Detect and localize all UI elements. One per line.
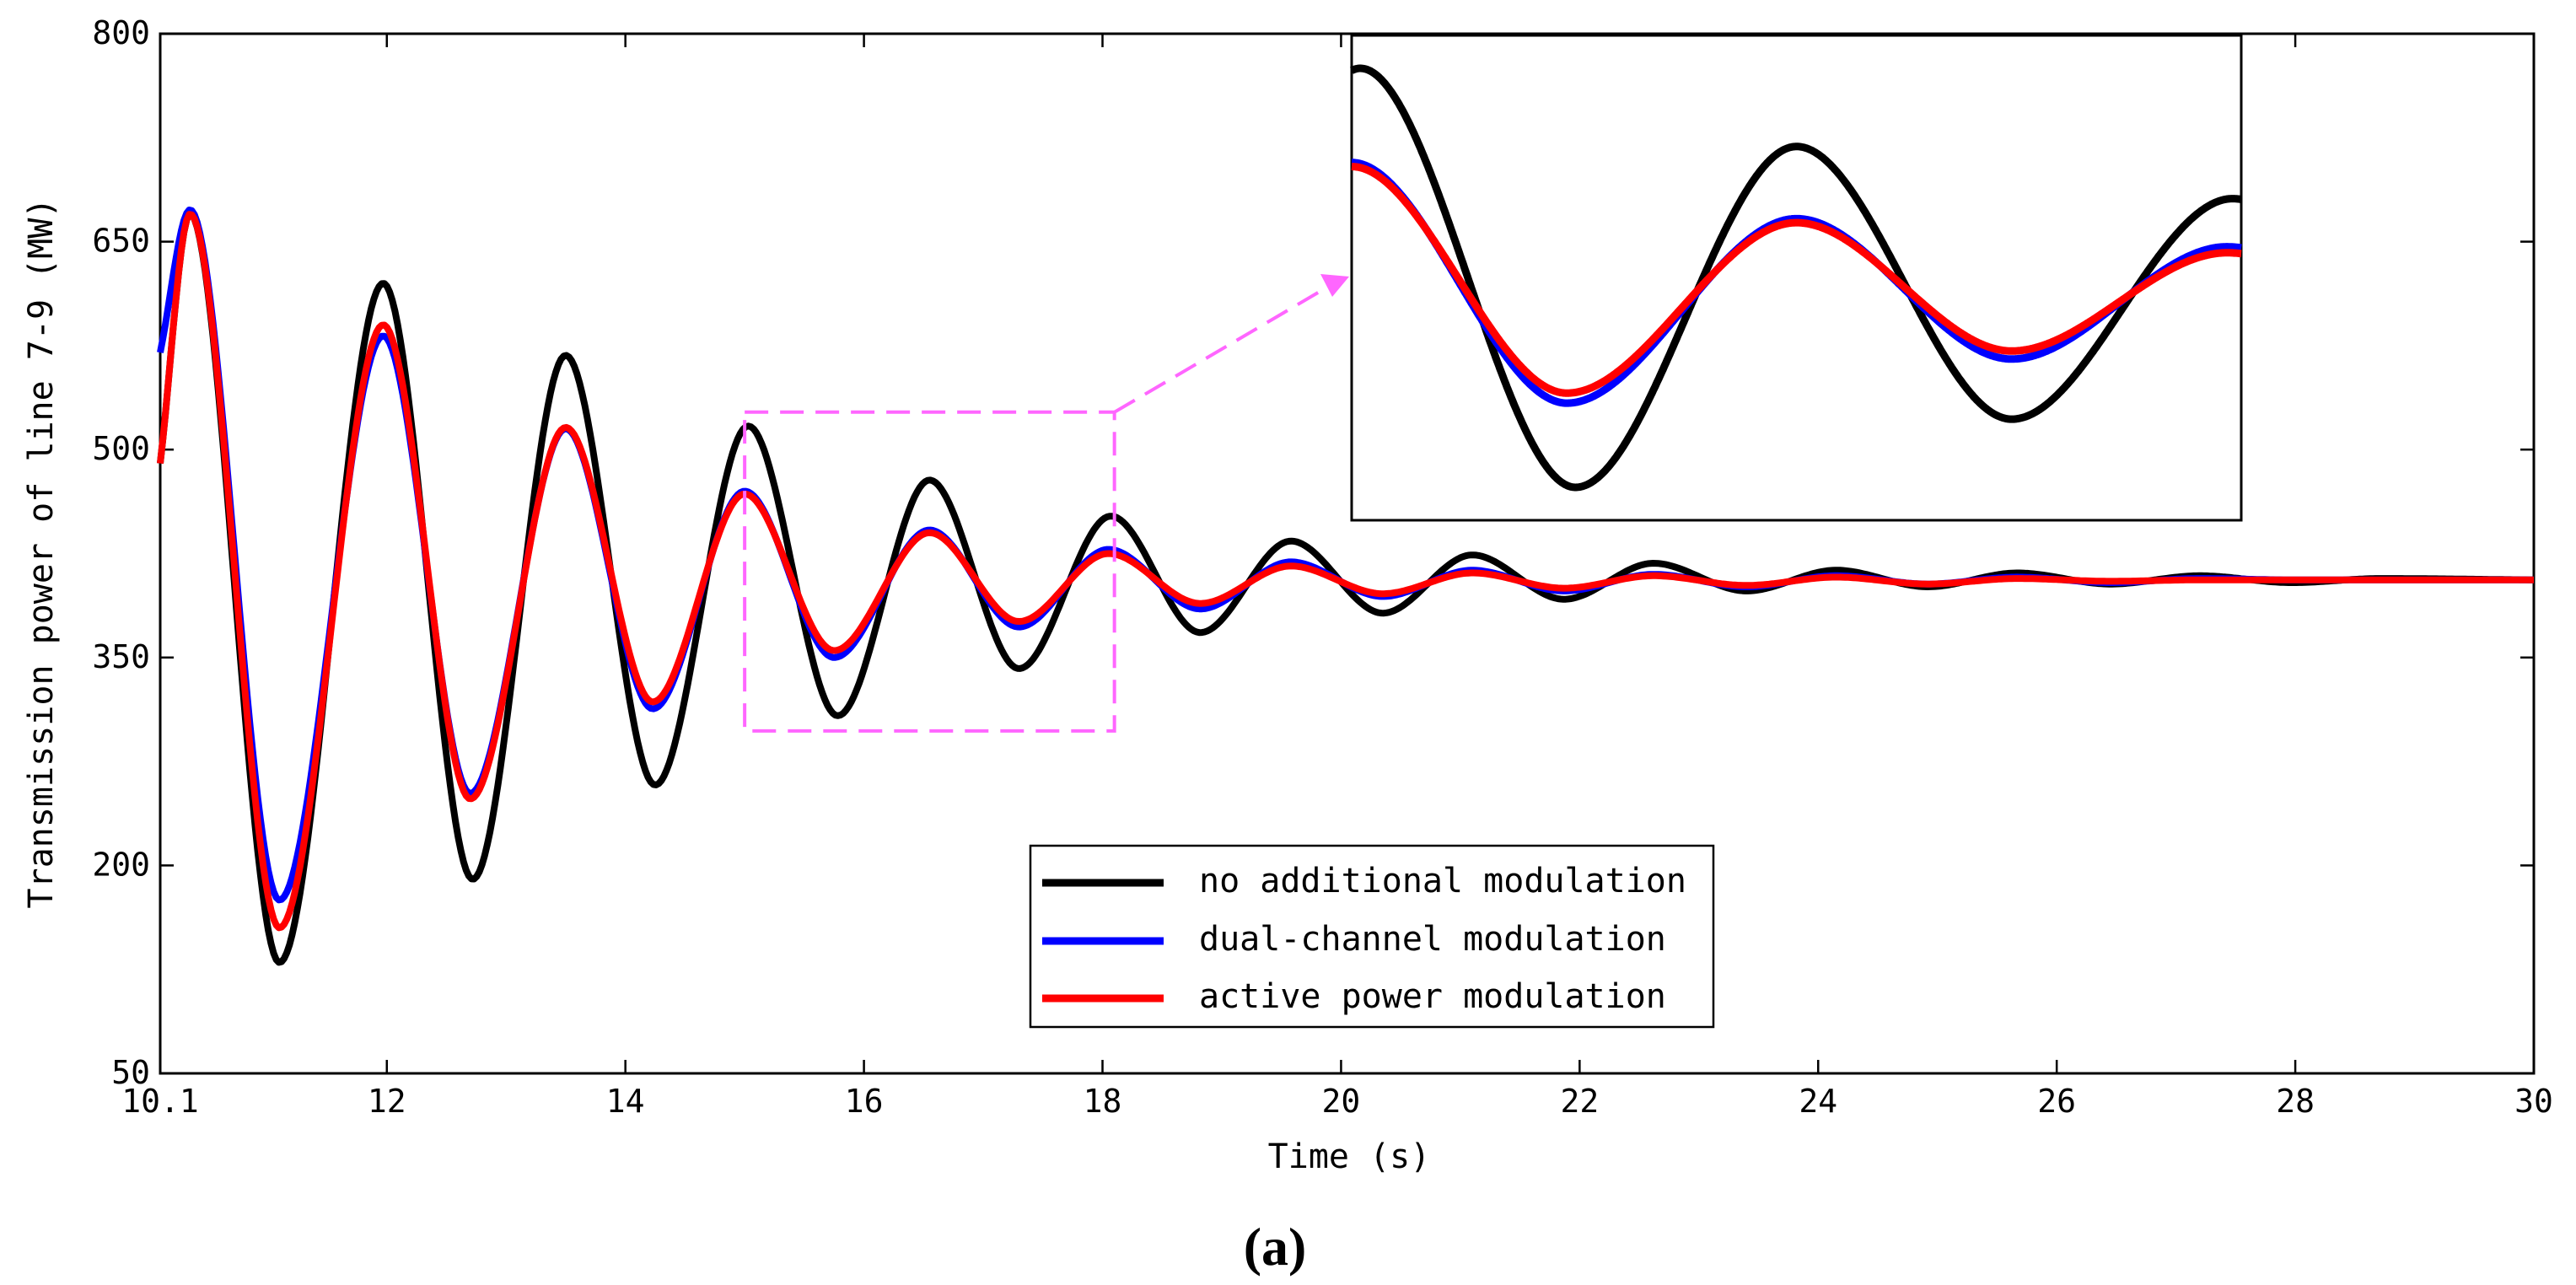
zoom-region-box (743, 410, 1116, 733)
legend: no additional modulation dual-channel mo… (1029, 844, 1715, 1029)
zoom-region-marker (743, 274, 1349, 733)
x-tick-label: 14 (606, 1083, 645, 1120)
plot-area-frame (159, 32, 2536, 1075)
series-line-active-power-modulation (157, 211, 2535, 932)
y-tick-label: 350 (92, 638, 150, 675)
legend-label-active-power-modulation: active power modulation (1199, 977, 1666, 1016)
x-axis-tick-labels: 10.1 12 14 16 18 20 22 24 26 28 30 (121, 1083, 2553, 1120)
inset-frame (1350, 34, 2243, 522)
x-tick-label: 28 (2276, 1083, 2315, 1120)
x-tick-label: 10.1 (121, 1083, 199, 1120)
y-tick-label: 500 (92, 430, 150, 467)
figure-caption: (a) (1244, 1217, 1307, 1277)
inset-zoom-plot (1348, 34, 2245, 522)
legend-label-no-additional-modulation: no additional modulation (1199, 862, 1686, 901)
x-tick-label: 18 (1084, 1083, 1122, 1120)
x-tick-label: 20 (1322, 1083, 1361, 1120)
x-tick-label: 24 (1799, 1083, 1837, 1120)
x-tick-label: 16 (845, 1083, 884, 1120)
y-tick-label: 650 (92, 223, 150, 260)
series-lines (157, 207, 2535, 966)
legend-label-dual-channel-modulation: dual-channel modulation (1199, 920, 1666, 959)
x-axis-title: Time (s) (1268, 1137, 1431, 1176)
inset-line-no-additional-modulation (1348, 64, 2245, 492)
zoom-callout-arrowhead (1320, 274, 1349, 297)
x-tick-label: 12 (368, 1083, 406, 1120)
zoom-callout-line (1113, 285, 1330, 414)
y-tick-label: 200 (92, 846, 150, 883)
y-tick-label: 50 (111, 1054, 150, 1091)
x-tick-label: 22 (1560, 1083, 1599, 1120)
y-axis-tick-labels: 50 200 350 500 650 800 (92, 14, 150, 1091)
y-tick-label: 800 (92, 14, 150, 51)
inset-line-active-power-modulation (1348, 163, 2245, 397)
x-tick-label: 30 (2514, 1083, 2553, 1120)
inset-series-lines (1348, 64, 2245, 492)
y-axis-title: Transmission power of line 7-9 (MW) (22, 198, 61, 909)
axis-ticks (159, 32, 2536, 1075)
x-tick-label: 26 (2037, 1083, 2076, 1120)
